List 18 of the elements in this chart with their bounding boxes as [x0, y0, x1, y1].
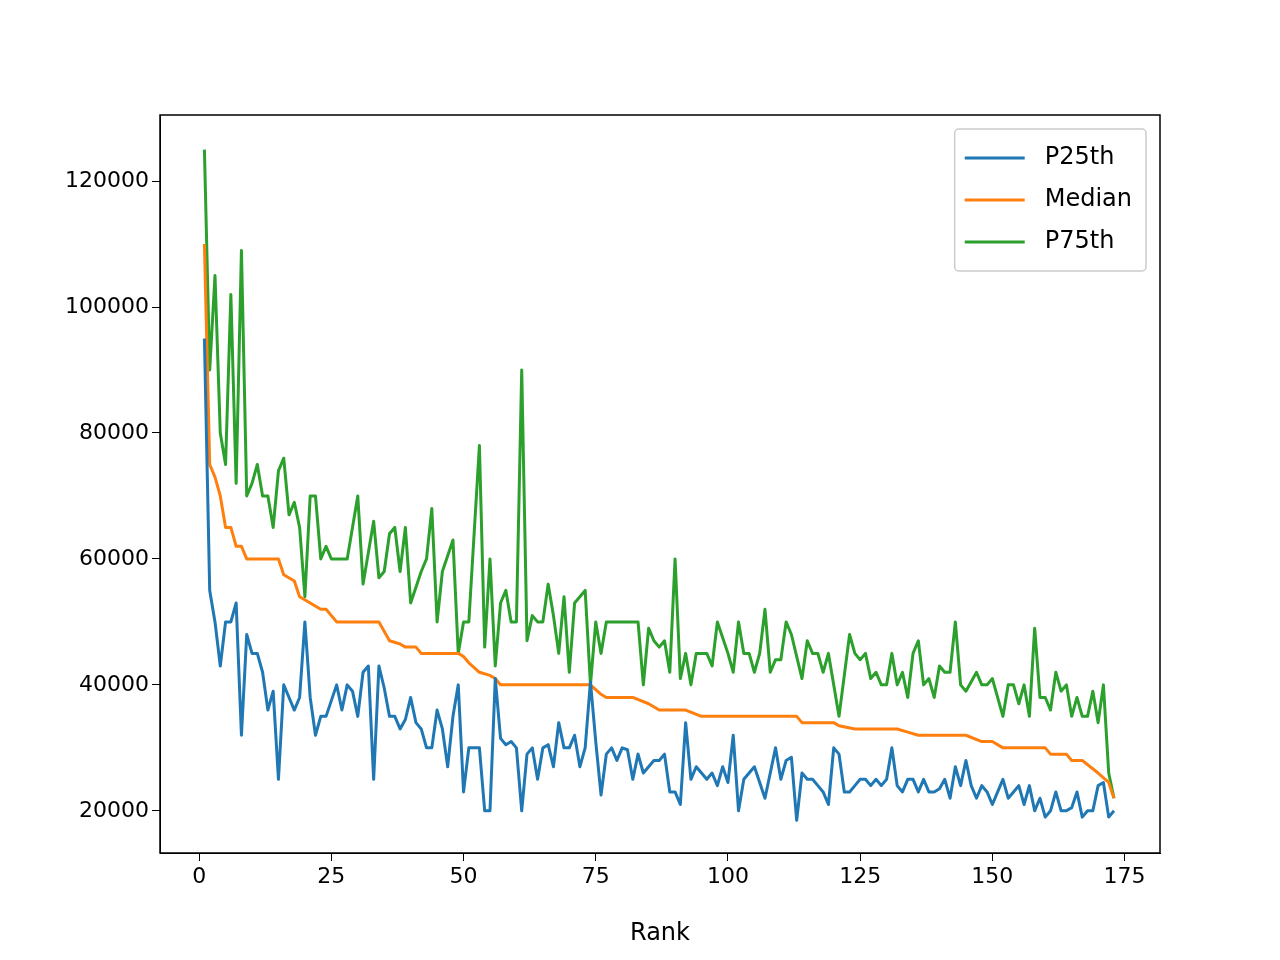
x-tick-label: 150: [971, 862, 1014, 888]
x-tick-label: 0: [192, 862, 207, 888]
legend-label: Median: [1044, 184, 1132, 213]
y-tick-label: 40000: [79, 670, 149, 696]
x-tick-label: 75: [581, 862, 610, 888]
legend-label: P25th: [1044, 142, 1115, 171]
x-axis-title: Rank: [630, 917, 691, 946]
y-tick-label: 100000: [65, 292, 149, 318]
x-tick-label: 100: [706, 862, 749, 888]
y-tick-label: 20000: [79, 796, 149, 822]
y-tick-label: 120000: [65, 166, 149, 192]
y-tick-label: 80000: [79, 418, 149, 444]
x-tick-label: 125: [839, 862, 882, 888]
legend-label: P75th: [1044, 226, 1115, 255]
x-tick-label: 175: [1103, 862, 1146, 888]
x-tick-label: 50: [449, 862, 478, 888]
x-tick-label: 25: [317, 862, 346, 888]
y-tick-label: 60000: [79, 544, 149, 570]
